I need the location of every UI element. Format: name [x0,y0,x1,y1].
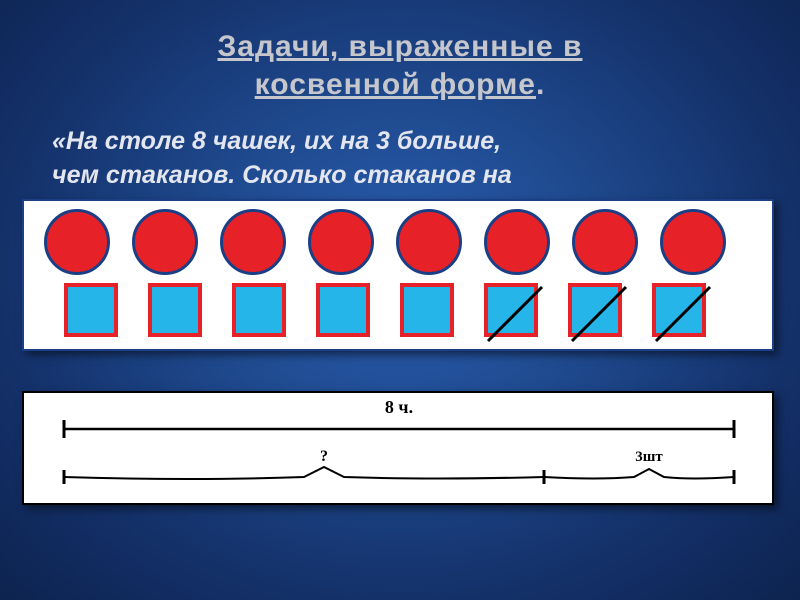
glass-square [64,283,118,337]
glass-square [652,283,706,337]
cross-out-slash [570,285,628,343]
svg-text:8 ч.: 8 ч. [385,397,413,417]
squares-row [64,283,706,337]
problem-line2: чем стаканов. Сколько стаканов на [52,159,748,193]
cup-circle [484,209,550,275]
cup-circle [44,209,110,275]
glass-square [232,283,286,337]
glass-square [148,283,202,337]
cup-circle [220,209,286,275]
cup-circle [308,209,374,275]
problem-text: «На столе 8 чашек, их на 3 больше, чем с… [52,125,748,193]
cup-circle [660,209,726,275]
glass-square [568,283,622,337]
title-period: . [536,68,545,101]
svg-text:?: ? [320,448,328,465]
title-line2: косвенной форме [255,68,536,101]
cup-circle [396,209,462,275]
cup-circle [132,209,198,275]
segment-diagram-svg: 8 ч.? 3шт [24,393,772,503]
glass-square [316,283,370,337]
shapes-diagram-panel [22,199,774,351]
circles-row [44,209,726,275]
svg-text:3шт: 3шт [635,449,663,465]
cup-circle [572,209,638,275]
problem-line1: «На столе 8 чашек, их на 3 больше, [52,125,748,159]
segment-diagram-panel: 8 ч.? 3шт [22,391,774,505]
slide-title: Задачи, выраженные в косвенной форме. [0,28,800,103]
title-line1: Задачи, выраженные в [218,30,583,63]
cross-out-slash [654,285,712,343]
glass-square [484,283,538,337]
cross-out-slash [486,285,544,343]
glass-square [400,283,454,337]
